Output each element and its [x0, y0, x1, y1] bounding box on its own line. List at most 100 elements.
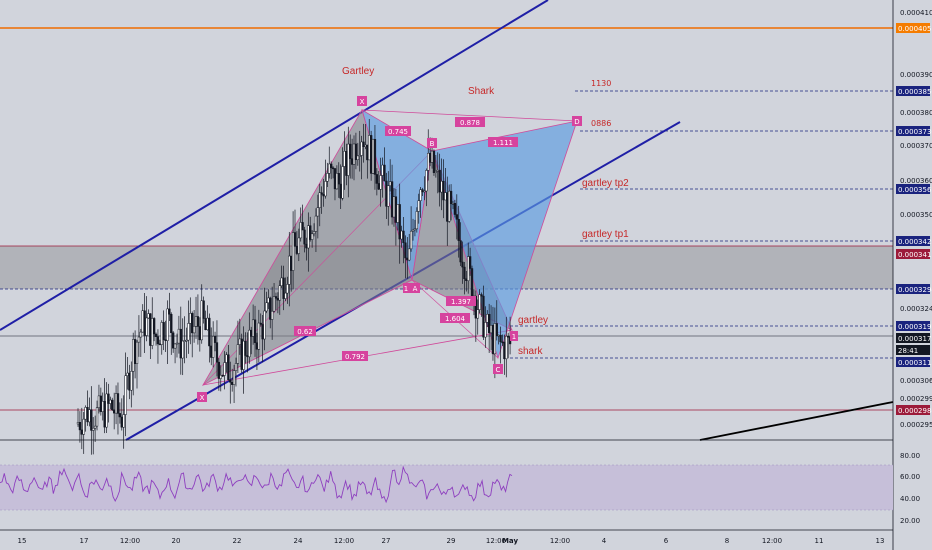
- shark-title: Shark: [468, 86, 495, 97]
- candle-body: [84, 407, 87, 420]
- candle-body: [128, 372, 131, 391]
- point-label: A: [413, 285, 418, 293]
- candle-body: [352, 143, 356, 165]
- candle-body: [293, 232, 297, 247]
- candle-body: [288, 255, 291, 285]
- candle-body: [377, 183, 380, 190]
- candle-body: [206, 317, 209, 331]
- candle-body: [234, 363, 238, 371]
- price-tag-label: 0.0003425: [898, 238, 932, 246]
- candle-body: [103, 401, 106, 428]
- candle-body: [375, 174, 379, 184]
- candle-body: [449, 190, 453, 205]
- candle-body: [390, 181, 394, 218]
- candle-body: [97, 395, 101, 408]
- candle-body: [396, 204, 399, 223]
- shark-bcd-triangle[interactable]: [431, 120, 578, 360]
- ratio-badge-1111: 1.111: [488, 137, 518, 147]
- candle-body: [244, 340, 247, 356]
- candle-body: [347, 143, 350, 176]
- candle-body: [369, 135, 373, 174]
- candle-body: [170, 313, 173, 334]
- candle-body: [191, 313, 194, 334]
- candle-body: [478, 294, 481, 310]
- candle-body: [316, 207, 319, 217]
- price-tag-label: 0.0003173: [898, 335, 932, 343]
- candle-body: [507, 335, 510, 338]
- candle-body: [484, 322, 487, 338]
- candle-body: [213, 336, 217, 343]
- rsi-tick-label: 80.00: [900, 452, 920, 460]
- candle-body: [210, 345, 213, 358]
- price-tag: 0.0004051: [896, 23, 932, 33]
- point-label: B: [430, 140, 435, 148]
- candle-body: [360, 141, 363, 156]
- level-label-0886: 0886: [591, 119, 611, 128]
- candle-body: [387, 185, 390, 207]
- candle-body: [276, 298, 280, 301]
- channel-upper-line[interactable]: [0, 0, 549, 331]
- candle-body: [310, 233, 314, 240]
- candle-body: [78, 422, 82, 431]
- candle-body: [434, 171, 438, 173]
- point-x-low: X: [197, 392, 207, 402]
- price-tag: 0.0003173: [896, 333, 932, 343]
- candle-body: [503, 341, 506, 360]
- trend-line-black[interactable]: [699, 401, 894, 441]
- candle-body: [173, 343, 177, 349]
- candle-body: [330, 163, 333, 169]
- candle-body: [124, 375, 127, 415]
- candle-body: [476, 309, 479, 319]
- candle-body: [217, 361, 221, 379]
- candle-body: [465, 278, 468, 281]
- price-tag-label: 0.0003856: [898, 88, 932, 96]
- candle-body: [82, 418, 85, 435]
- candle-body: [417, 200, 420, 212]
- candle-body: [411, 229, 415, 232]
- point-1-a: 1: [403, 283, 410, 293]
- candle-body: [114, 393, 118, 414]
- ratio-text: 0.792: [345, 353, 365, 361]
- price-axis[interactable]: [894, 0, 932, 550]
- candle-body: [448, 190, 451, 222]
- candle-body: [482, 295, 485, 338]
- candle-body: [116, 393, 120, 414]
- ratio-text: 1.604: [445, 315, 466, 323]
- candle-body: [80, 429, 83, 435]
- point-label: C: [496, 366, 501, 374]
- candle-body: [257, 322, 260, 350]
- candle-body: [278, 285, 281, 301]
- candle-body: [192, 326, 196, 334]
- candle-body: [497, 334, 500, 337]
- ratio-badge-1604: 1.604: [440, 313, 470, 323]
- rsi-tick-label: 40.00: [900, 495, 920, 503]
- price-axis-tags: 0.00040510.00038560.00037360.00035670.00…: [896, 23, 932, 415]
- candle-body: [505, 335, 508, 360]
- candle-body: [290, 255, 293, 271]
- candle-body: [149, 313, 152, 346]
- candle-body: [339, 183, 342, 199]
- price-tag: 0.0003294: [896, 284, 932, 294]
- candle-body: [215, 342, 219, 363]
- price-tag-bg: [896, 357, 930, 367]
- gartley-tp2-label: gartley tp2: [582, 178, 629, 189]
- candle-body: [76, 422, 80, 425]
- rsi-tick-label: 60.00: [900, 473, 920, 481]
- time-tick-label: 17: [80, 537, 89, 545]
- candle-body: [350, 158, 354, 165]
- candle-body: [455, 214, 458, 220]
- candle-body: [415, 211, 418, 230]
- candle-body: [392, 196, 396, 218]
- candle-body: [305, 243, 308, 249]
- candle-body: [261, 324, 264, 340]
- candle-body: [250, 329, 253, 337]
- candle-body: [358, 155, 361, 157]
- ratio-text: 0.745: [388, 128, 408, 136]
- time-tick-label: 12:00: [550, 537, 570, 545]
